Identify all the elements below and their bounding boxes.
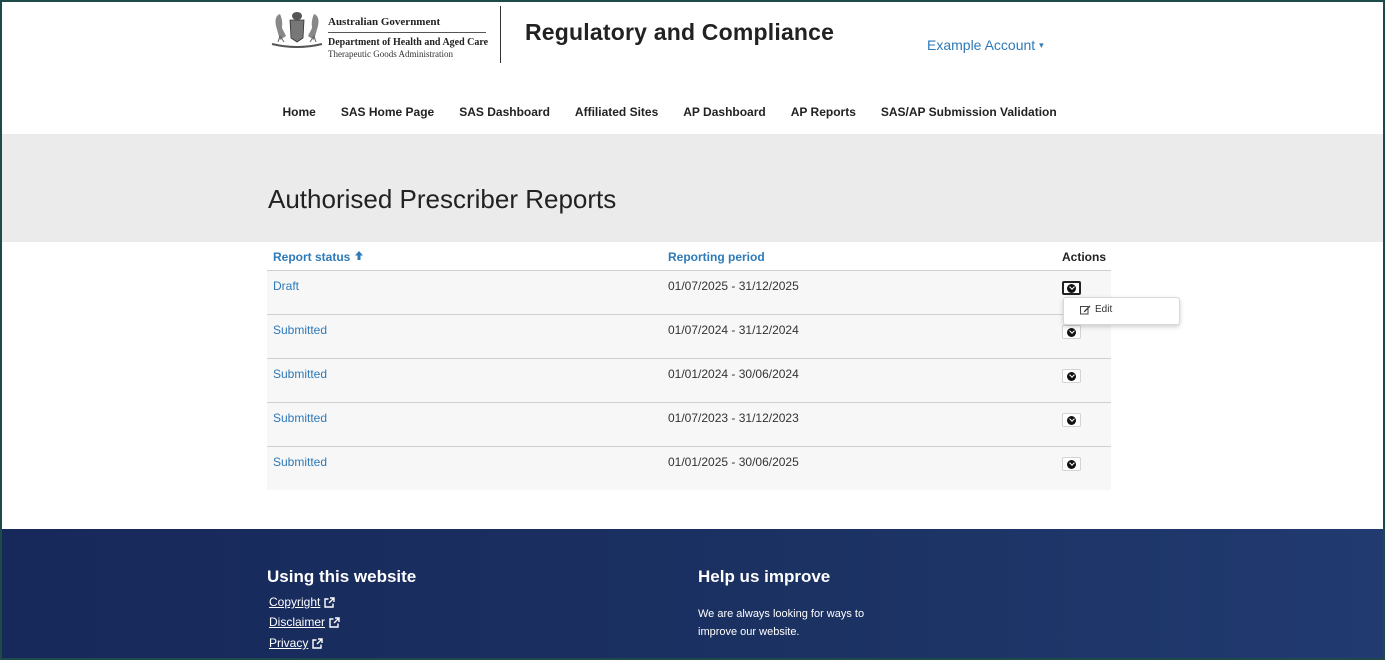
edit-label: Edit [1095, 304, 1113, 315]
nav-ap-reports[interactable]: AP Reports [778, 97, 869, 139]
nav-ap-dashboard[interactable]: AP Dashboard [683, 105, 766, 119]
chevron-down-icon [1067, 459, 1076, 469]
edit-menu-item[interactable]: Edit [1080, 304, 1112, 315]
page-title-band: Authorised Prescriber Reports [2, 134, 1383, 242]
column-header-status: Report status [273, 250, 351, 264]
sort-report-status[interactable]: Report status [273, 250, 364, 264]
report-status-link[interactable]: Submitted [273, 411, 328, 425]
chevron-down-icon [1067, 371, 1076, 381]
nav-affiliated-sites[interactable]: Affiliated Sites [574, 105, 659, 119]
reporting-period: 01/07/2023 - 31/12/2023 [668, 411, 799, 425]
nav-sas-dashboard[interactable]: SAS Dashboard [459, 105, 550, 119]
nav-home[interactable]: Home [282, 105, 316, 119]
account-menu[interactable]: Example Account ▾ [927, 37, 1044, 53]
actions-button[interactable] [1062, 281, 1081, 295]
external-link-icon [312, 637, 324, 649]
report-status-link[interactable]: Submitted [273, 367, 328, 381]
reports-table: Report status Reporting period Actions D… [267, 244, 1111, 490]
site-footer: Using this website Copyright Disclaimer … [2, 529, 1383, 658]
footer-improve-text: We are always looking for ways to improv… [698, 608, 865, 638]
column-header-period[interactable]: Reporting period [668, 250, 765, 264]
disclaimer-link[interactable]: Disclaimer [269, 615, 340, 629]
privacy-link[interactable]: Privacy [269, 636, 324, 650]
account-label: Example Account [927, 37, 1036, 53]
chevron-down-icon [1067, 283, 1076, 293]
copyright-link[interactable]: Copyright [269, 595, 336, 609]
chevron-down-icon [1067, 415, 1076, 425]
table-row: Submitted 01/01/2024 - 30/06/2024 [267, 359, 1111, 403]
table-row: Draft 01/07/2025 - 31/12/2025 [267, 271, 1111, 315]
site-title[interactable]: Regulatory and Compliance [525, 19, 835, 45]
arrow-up-icon [354, 250, 364, 264]
actions-button[interactable] [1062, 325, 1081, 339]
page-title: Authorised Prescriber Reports [268, 184, 617, 214]
chevron-down-icon [1067, 327, 1076, 337]
government-logo-text: Australian Government Department of Heal… [328, 15, 488, 60]
actions-button[interactable] [1062, 369, 1081, 383]
reporting-period: 01/01/2025 - 30/06/2025 [668, 455, 799, 469]
logo-rule [328, 32, 486, 33]
reporting-period: 01/07/2024 - 31/12/2024 [668, 323, 799, 337]
main-nav: Home SAS Home Page SAS Dashboard Affilia… [270, 97, 1069, 139]
column-header-actions: Actions [1062, 250, 1107, 264]
privacy-label: Privacy [269, 636, 309, 650]
disclaimer-label: Disclaimer [269, 615, 326, 629]
table-header: Report status Reporting period Actions [267, 244, 1111, 271]
gov-name: Australian Government [328, 16, 441, 28]
actions-button[interactable] [1062, 413, 1081, 427]
nav-sas-home-page[interactable]: SAS Home Page [340, 105, 435, 119]
header-divider [500, 6, 501, 63]
nav-submission-validation[interactable]: SAS/AP Submission Validation [880, 105, 1057, 119]
footer-heading-improve: Help us improve [698, 567, 831, 586]
edit-icon [1080, 305, 1091, 314]
external-link-icon [329, 616, 340, 628]
table-row: Submitted 01/07/2024 - 31/12/2024 [267, 315, 1111, 359]
report-status-link[interactable]: Submitted [273, 323, 328, 337]
table-row: Submitted 01/01/2025 - 30/06/2025 [267, 447, 1111, 490]
department-name: Department of Health and Aged Care [328, 37, 489, 48]
site-header: Australian Government Department of Heal… [2, 2, 1383, 139]
report-status-link[interactable]: Draft [273, 279, 300, 293]
commonwealth-crest-icon [271, 12, 323, 48]
report-status-link[interactable]: Submitted [273, 455, 328, 469]
actions-button[interactable] [1062, 457, 1081, 471]
copyright-label: Copyright [269, 595, 321, 609]
reporting-period: 01/01/2024 - 30/06/2024 [668, 367, 799, 381]
agency-name: Therapeutic Goods Administration [328, 49, 453, 59]
external-link-icon [324, 596, 336, 608]
reporting-period: 01/07/2025 - 31/12/2025 [668, 279, 799, 293]
actions-dropdown-menu: Edit [1063, 297, 1180, 325]
table-row: Submitted 01/07/2023 - 31/12/2023 [267, 403, 1111, 447]
caret-down-icon: ▾ [1039, 40, 1044, 50]
footer-heading-using: Using this website [267, 567, 417, 586]
